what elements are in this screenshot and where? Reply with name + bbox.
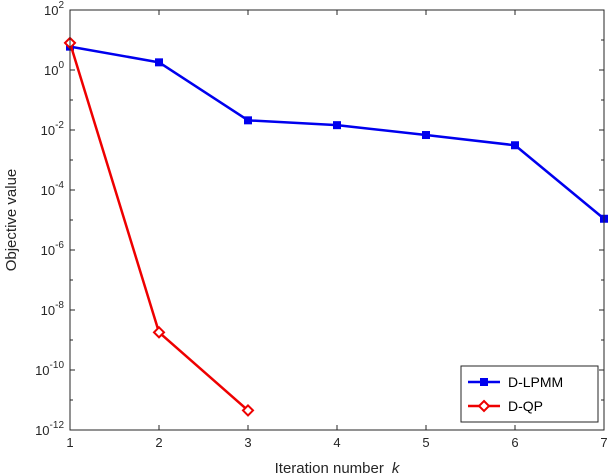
x-axis-title: Iteration number k — [275, 460, 401, 476]
y-tick-label-exponent: -4 — [55, 180, 64, 191]
y-tick-label-exponent: 0 — [58, 60, 64, 71]
series-line — [68, 42, 249, 412]
y-tick-label-exponent: -8 — [55, 300, 64, 311]
x-axis-title-text: Iteration number — [275, 460, 384, 476]
y-tick-label-base: 10 — [41, 183, 55, 198]
y-tick-label-base: 10 — [41, 303, 55, 318]
y-tick-label: 10-4 — [41, 180, 65, 198]
data-point — [511, 141, 519, 150]
legend-label: D-LPMM — [508, 374, 563, 390]
data-point — [155, 58, 163, 67]
y-tick-label-exponent: -12 — [50, 420, 65, 431]
series-layer — [63, 36, 608, 417]
y-tick-label: 102 — [44, 0, 64, 18]
x-axis-title-variable: k — [392, 460, 401, 476]
x-tick-label: 7 — [600, 435, 607, 450]
x-tick-label: 3 — [244, 435, 251, 450]
y-tick-label-exponent: -2 — [55, 120, 64, 131]
series-d-qp — [63, 36, 255, 417]
x-tick-label: 1 — [66, 435, 73, 450]
x-tick-label: 2 — [155, 435, 162, 450]
y-tick-label: 10-6 — [41, 240, 65, 258]
data-point — [422, 131, 430, 140]
y-axis-title: Objective value — [3, 169, 20, 272]
data-point — [241, 403, 255, 417]
legend-swatch-marker — [477, 399, 491, 413]
y-tick-label-exponent: -10 — [50, 360, 65, 371]
y-tick-label: 10-12 — [35, 420, 64, 438]
y-tick-label: 100 — [44, 60, 64, 78]
legend-items: D-LPMM D-QP — [468, 374, 563, 414]
y-tick-label-base: 10 — [41, 123, 55, 138]
series-d-lpmm — [66, 42, 608, 223]
y-tick-label: 10-2 — [41, 120, 65, 138]
y-tick-label-base: 10 — [44, 63, 58, 78]
data-point — [152, 325, 166, 339]
y-tick-label-exponent: 2 — [58, 0, 64, 11]
legend: D-LPMM D-QP — [460, 365, 599, 423]
y-tick-label: 10-10 — [35, 360, 64, 378]
data-point — [333, 121, 341, 130]
y-tick-label-base: 10 — [35, 423, 49, 438]
series-line — [69, 45, 605, 220]
legend-swatch-marker — [480, 378, 488, 386]
y-tick-label-exponent: -6 — [55, 240, 64, 251]
y-tick-label-base: 10 — [41, 243, 55, 258]
x-tick-label: 5 — [422, 435, 429, 450]
legend-box — [460, 365, 599, 423]
y-tick-label-base: 10 — [44, 3, 58, 18]
x-tick-label: 4 — [333, 435, 340, 450]
x-tick-label: 6 — [511, 435, 518, 450]
data-point — [244, 116, 252, 125]
y-tick-label-base: 10 — [35, 363, 49, 378]
y-tick-label: 10-8 — [41, 300, 65, 318]
plot-area-frame — [69, 9, 605, 431]
legend-label: D-QP — [508, 398, 543, 414]
